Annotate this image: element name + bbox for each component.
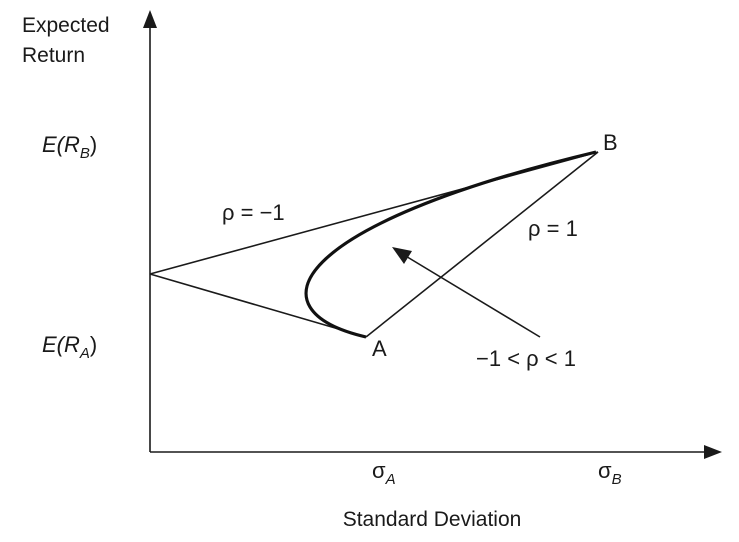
rho-one-label: ρ = 1 (528, 216, 578, 241)
sigma-b-symbol: σ (598, 458, 612, 483)
er-b-suffix: ) (90, 132, 97, 157)
er-a-sub: A (79, 345, 90, 362)
er-a-suffix: ) (90, 332, 97, 357)
rho-minus-one-lower-line (149, 273, 367, 338)
rho-between-curve (304, 150, 597, 339)
rho-one-line (365, 151, 599, 338)
sigma-b-sub: B (612, 471, 622, 488)
rho-between-label: −1 < ρ < 1 (476, 346, 576, 371)
y-axis-label-line1: Expected (22, 14, 110, 37)
er-b-sub: B (80, 145, 90, 162)
point-b-label: B (603, 130, 618, 155)
rho-minus-one-label: ρ = −1 (222, 200, 285, 225)
y-axis-label-line2: Return (22, 44, 85, 67)
er-b-prefix: E(R (42, 132, 80, 157)
sigma-b-label: σB (598, 458, 622, 488)
y-axis-arrow-icon (143, 10, 157, 28)
pointer-arrowhead-icon (392, 247, 412, 264)
sigma-a-label: σA (372, 458, 396, 488)
pointer-arrow-line (403, 254, 541, 338)
sigma-a-symbol: σ (372, 458, 386, 483)
x-axis-arrow-icon (704, 445, 722, 459)
expected-return-a-label: E(RA) (42, 332, 97, 362)
er-a-prefix: E(R (42, 332, 80, 357)
x-axis-label: Standard Deviation (343, 508, 522, 531)
expected-return-b-label: E(RB) (42, 132, 97, 162)
point-a-label: A (372, 336, 387, 361)
sigma-a-sub: A (385, 471, 396, 488)
